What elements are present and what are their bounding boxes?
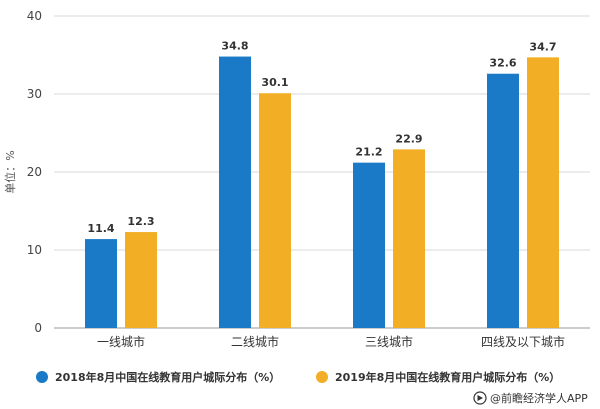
x-tick-label: 二线城市 <box>231 334 279 349</box>
bar-value-label: 22.9 <box>395 132 422 145</box>
bar-value-label: 34.8 <box>221 40 248 53</box>
y-tick-label: 20 <box>27 165 42 179</box>
bar-series-1 <box>487 73 519 328</box>
y-tick-label: 40 <box>27 9 42 23</box>
bars <box>85 56 559 329</box>
source-attribution: @前瞻经济学人APP <box>473 391 588 405</box>
bar-series-1 <box>85 239 117 328</box>
x-tick-label: 四线及以下城市 <box>481 334 565 349</box>
x-tick-label: 一线城市 <box>97 334 145 349</box>
bar-series-1 <box>353 162 385 328</box>
bar-value-label: 30.1 <box>261 76 288 89</box>
y-tick-label: 0 <box>34 321 42 335</box>
bar-value-label: 21.2 <box>355 146 382 159</box>
category-labels: 一线城市 二线城市 三线城市 四线及以下城市 <box>97 334 565 349</box>
legend-label: 2018年8月中国在线教育用户城际分布（%） <box>55 370 280 384</box>
value-labels: 11.4 12.3 34.8 30.1 21.2 22.9 32.6 34.7 <box>87 40 556 236</box>
source-text: @前瞻经济学人APP <box>490 391 588 405</box>
y-tick-label: 10 <box>27 243 42 257</box>
bar-value-label: 34.7 <box>529 40 556 53</box>
legend-marker <box>36 371 48 383</box>
bar-value-label: 11.4 <box>87 222 114 235</box>
bar-value-label: 32.6 <box>489 57 516 70</box>
bar-value-label: 12.3 <box>127 215 154 228</box>
y-tick-label: 30 <box>27 87 42 101</box>
bar-series-1 <box>219 56 251 329</box>
y-axis-label: 单位：% <box>3 150 17 193</box>
bar-series-2 <box>393 149 425 328</box>
x-tick-label: 三线城市 <box>365 334 413 349</box>
y-axis-ticks: 0 10 20 30 40 <box>27 9 42 335</box>
bar-series-2 <box>259 93 291 328</box>
legend: 2018年8月中国在线教育用户城际分布（%） 2019年8月中国在线教育用户城际分… <box>36 370 560 384</box>
legend-label: 2019年8月中国在线教育用户城际分布（%） <box>335 370 560 384</box>
bar-series-2 <box>527 57 559 329</box>
bar-series-2 <box>125 232 157 328</box>
legend-marker <box>316 371 328 383</box>
